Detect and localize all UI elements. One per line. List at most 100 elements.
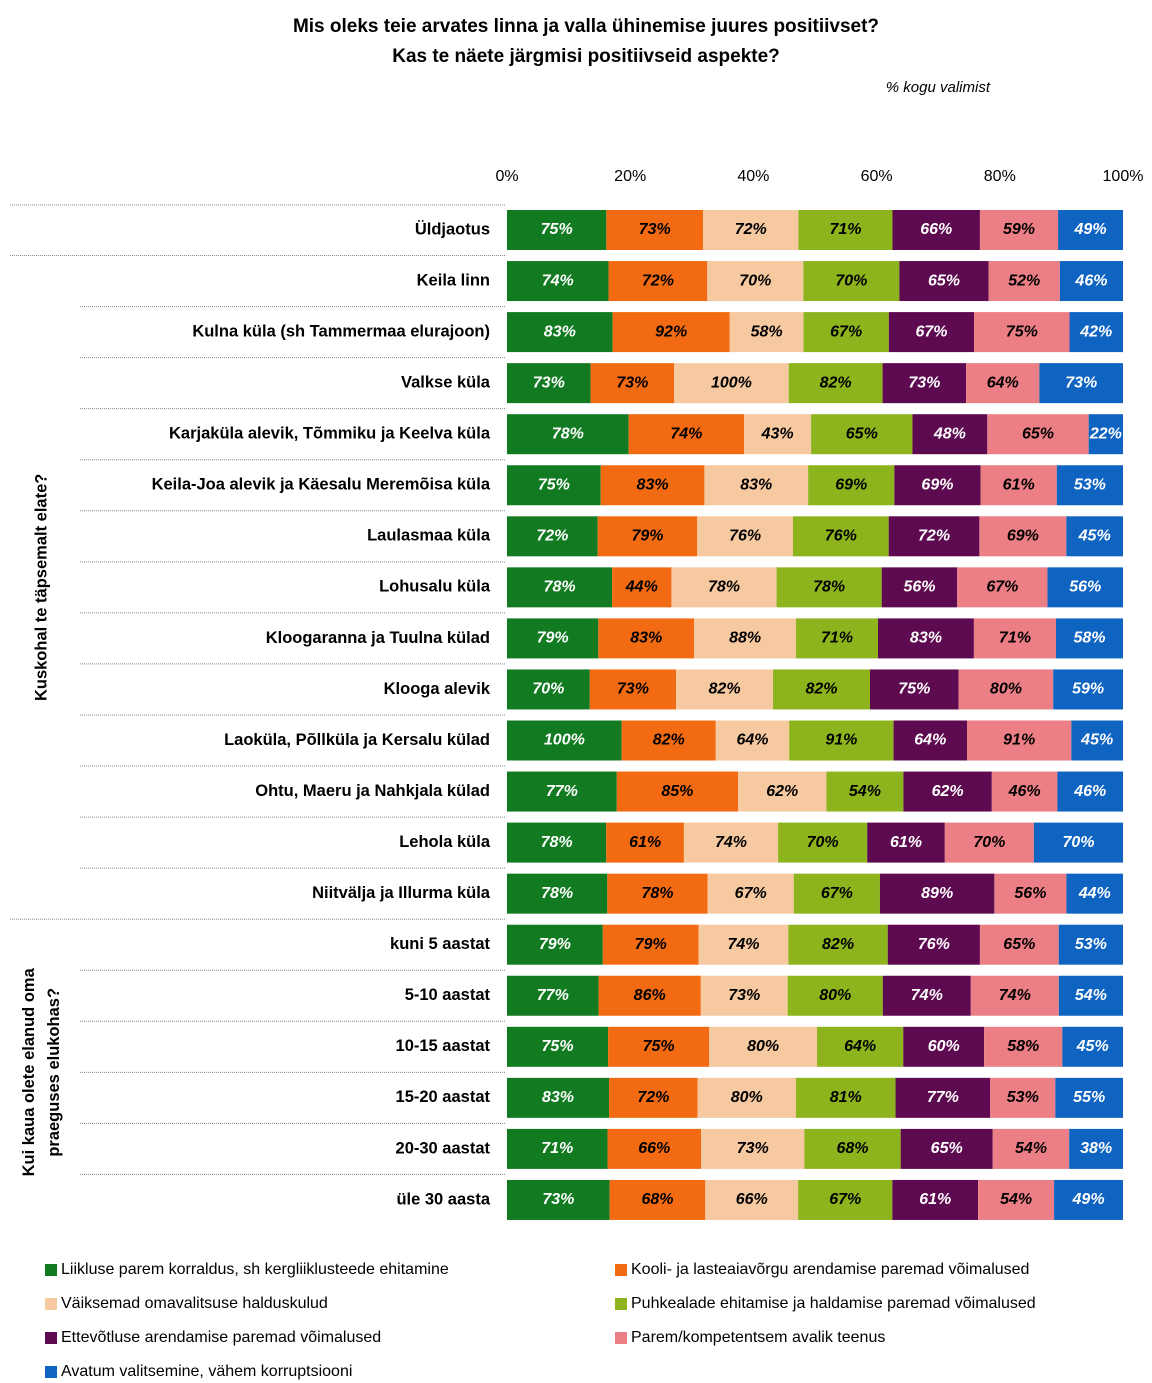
bar-segment [738, 771, 827, 812]
value-label: 71% [821, 630, 853, 647]
bar-segment [881, 567, 958, 608]
bar-segment [1055, 1077, 1123, 1118]
bar-segment [697, 1077, 796, 1118]
bar-segment [990, 1077, 1056, 1118]
value-label: 56% [1069, 579, 1101, 596]
value-label: 75% [541, 221, 573, 238]
value-label: 66% [920, 221, 952, 238]
bar-segment [787, 975, 883, 1016]
legend-swatch [45, 1366, 57, 1378]
bar-segment [697, 516, 793, 557]
bar-segment [899, 261, 989, 302]
group-label: Kuskohal te täpsemalt elate? [32, 474, 50, 701]
value-label: 74% [911, 987, 943, 1004]
bar-segment [607, 873, 708, 914]
bar-segment [803, 261, 900, 302]
value-label: 64% [987, 374, 1019, 391]
value-label: 49% [1074, 221, 1107, 238]
group-label: praeguses elukohas? [45, 988, 63, 1157]
legend-swatch [45, 1298, 57, 1310]
bar-segment [788, 924, 888, 965]
value-label: 68% [641, 1191, 673, 1208]
bar-segment [979, 516, 1067, 557]
bar-segment [507, 1179, 610, 1220]
bar-segment [507, 618, 599, 659]
bar-segment [1033, 822, 1123, 863]
bar-segment [966, 720, 1072, 761]
chart-title: Kas te näete järgmisi positiivseid aspek… [392, 46, 780, 67]
bar-segment [992, 1128, 1070, 1169]
value-label: 78% [544, 579, 576, 596]
value-label: 78% [641, 885, 673, 902]
value-label: 71% [541, 1140, 573, 1157]
bar-segment [709, 1026, 818, 1067]
chart-title: Mis oleks teie arvates linna ja valla üh… [293, 16, 879, 37]
value-label: 79% [539, 936, 571, 953]
bar-segment [507, 771, 617, 812]
value-label: 83% [544, 323, 576, 340]
legend-swatch [615, 1332, 627, 1344]
bar-segment [984, 1026, 1063, 1067]
bar-segment [701, 1128, 805, 1169]
bar-segment [1071, 720, 1123, 761]
x-tick-label: 80% [984, 168, 1016, 185]
bar-segment [887, 924, 980, 965]
bar-segment [744, 414, 812, 455]
value-label: 100% [544, 732, 585, 749]
value-label: 73% [908, 374, 940, 391]
bar-segment [792, 516, 889, 557]
category-label: Karjaküla alevik, Tõmmiku ja Keelva küla [169, 425, 491, 443]
value-label: 53% [1007, 1089, 1039, 1106]
bar-segment [1058, 975, 1123, 1016]
bar-segment [795, 1077, 896, 1118]
value-label: 75% [898, 681, 930, 698]
value-label: 45% [1076, 1038, 1109, 1055]
bar-segment [1062, 1026, 1123, 1067]
value-label: 100% [711, 374, 752, 391]
value-label: 67% [735, 885, 767, 902]
category-label: Kloogaranna ja Tuulna külad [266, 629, 490, 647]
value-label: 53% [1075, 936, 1107, 953]
bar-segment [1069, 1128, 1123, 1169]
value-label: 54% [1000, 1191, 1032, 1208]
value-label: 45% [1078, 528, 1111, 545]
value-label: 80% [990, 681, 1022, 698]
bar-segment [507, 873, 608, 914]
value-label: 54% [849, 783, 881, 800]
category-label: Keila-Joa alevik ja Käesalu Meremõisa kü… [152, 476, 491, 494]
value-label: 82% [805, 681, 837, 698]
value-label: 65% [1003, 936, 1035, 953]
bar-segment [609, 1179, 706, 1220]
group-label: Kui kaua olete elanud oma [20, 967, 38, 1176]
bar-segment [598, 618, 695, 659]
value-label: 74% [999, 987, 1031, 1004]
value-label: 78% [541, 885, 573, 902]
value-label: 61% [629, 834, 661, 851]
bar-segment [826, 771, 904, 812]
bar-segment [882, 363, 967, 404]
bar-segment [606, 210, 704, 250]
value-label: 75% [1006, 323, 1038, 340]
category-label: 10-15 aastat [396, 1037, 491, 1055]
bar-segment [705, 1179, 799, 1220]
category-label: Niitvälja ja Illurma küla [312, 884, 491, 902]
bar-segment [994, 873, 1067, 914]
bar-segment [888, 516, 980, 557]
bar-segment [729, 312, 804, 353]
value-label: 67% [830, 323, 862, 340]
bar-segment [776, 567, 882, 608]
bar-segment [773, 669, 870, 710]
bar-segment [1066, 516, 1123, 557]
bar-segment [597, 516, 698, 557]
value-label: 46% [1073, 783, 1106, 800]
value-label: 78% [708, 579, 740, 596]
bar-segment [803, 312, 889, 353]
bar-segment [700, 975, 788, 1016]
value-label: 58% [1007, 1038, 1039, 1055]
value-label: 89% [921, 885, 953, 902]
value-label: 75% [643, 1038, 675, 1055]
bar-segment [795, 618, 878, 659]
legend-label: Liikluse parem korraldus, sh kergliiklus… [61, 1261, 449, 1278]
value-label: 88% [729, 630, 761, 647]
